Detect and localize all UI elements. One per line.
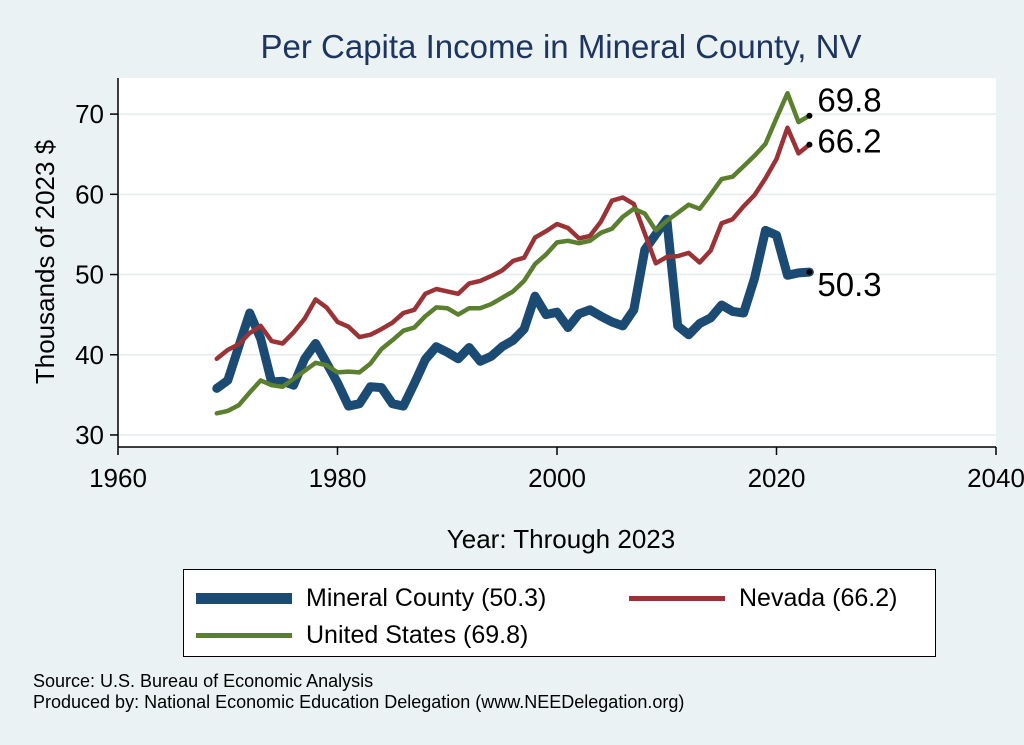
end-marker-united-states bbox=[806, 112, 813, 119]
x-tick-label: 2000 bbox=[528, 463, 586, 493]
end-label-united-states: 69.8 bbox=[817, 82, 881, 119]
legend-label-united-states: United States (69.8) bbox=[306, 621, 529, 649]
gridlines bbox=[118, 113, 996, 436]
y-tick-label: 50 bbox=[75, 260, 104, 290]
end-label-nevada: 66.2 bbox=[817, 123, 881, 160]
x-tick-label: 1980 bbox=[309, 463, 367, 493]
produced-by-note: Produced by: National Economic Education… bbox=[33, 692, 685, 712]
y-tick-label: 40 bbox=[75, 340, 104, 370]
legend-swatch-mineral bbox=[196, 593, 292, 604]
end-marker-mineral bbox=[806, 269, 813, 276]
series-line-mineral bbox=[212, 214, 814, 411]
y-axis-title: Thousands of 2023 $ bbox=[30, 139, 60, 384]
series-lines bbox=[212, 90, 814, 416]
footnotes: Source: U.S. Bureau of Economic Analysis… bbox=[33, 671, 684, 713]
y-tick-label: 70 bbox=[75, 99, 104, 129]
x-tick-label: 1960 bbox=[89, 463, 147, 493]
legend-swatch-nevada bbox=[629, 596, 725, 601]
axes: 30 40 50 60 70 1960 1980 2000 2020 2040 bbox=[75, 78, 1024, 493]
end-marker-nevada bbox=[806, 141, 813, 148]
legend-item-mineral: Mineral County (50.3) bbox=[196, 584, 546, 613]
legend: Mineral County (50.3) Nevada (66.2) Unit… bbox=[183, 569, 936, 657]
series-line-nevada bbox=[214, 125, 812, 362]
y-tick-label: 30 bbox=[75, 420, 104, 450]
chart-title: Per Capita Income in Mineral County, NV bbox=[261, 28, 862, 65]
legend-label-nevada: Nevada (66.2) bbox=[739, 584, 898, 612]
end-labels: 50.3 66.2 69.8 bbox=[806, 82, 882, 303]
legend-item-nevada: Nevada (66.2) bbox=[629, 584, 897, 613]
legend-label-mineral: Mineral County (50.3) bbox=[306, 584, 547, 612]
x-axis-title: Year: Through 2023 bbox=[447, 524, 675, 554]
plot-area bbox=[118, 78, 996, 447]
legend-swatch-united-states bbox=[196, 633, 292, 638]
y-tick-label: 60 bbox=[75, 179, 104, 209]
end-label-mineral: 50.3 bbox=[817, 266, 881, 303]
series-line-united-states bbox=[214, 90, 812, 416]
source-note: Source: U.S. Bureau of Economic Analysis bbox=[33, 671, 374, 691]
x-tick-label: 2020 bbox=[748, 463, 806, 493]
legend-item-united-states: United States (69.8) bbox=[196, 621, 528, 650]
x-tick-label: 2040 bbox=[967, 463, 1024, 493]
